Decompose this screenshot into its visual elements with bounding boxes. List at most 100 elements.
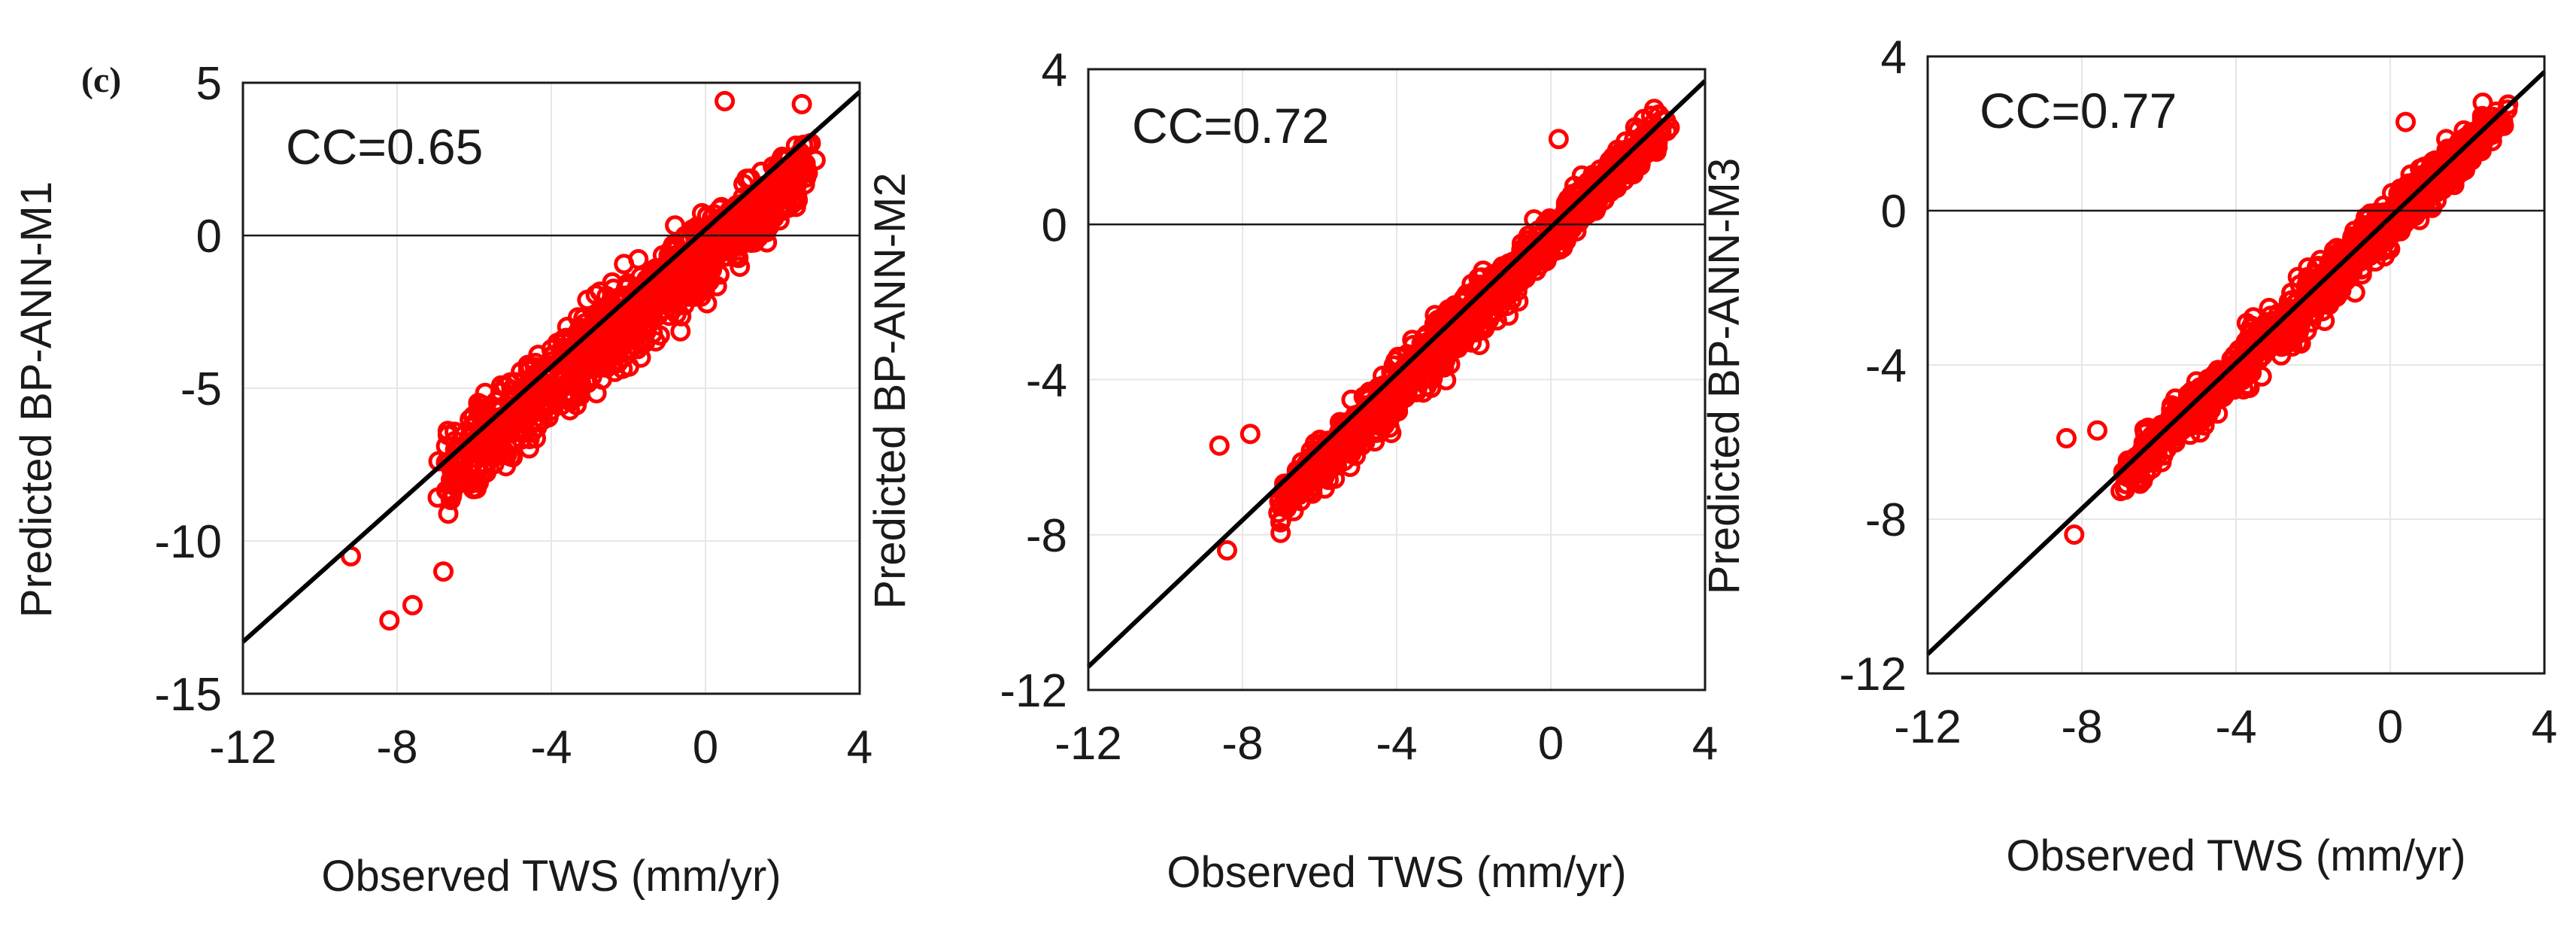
data-point <box>2344 282 2365 303</box>
data-point <box>1498 284 1519 305</box>
x-tick-label: -4 <box>530 722 572 773</box>
data-point <box>586 383 607 404</box>
data-point <box>2326 270 2347 291</box>
x-tick-label: 4 <box>1692 718 1718 770</box>
data-point <box>2206 387 2227 409</box>
x-tick-label: -8 <box>1221 718 1263 770</box>
data-point <box>637 289 658 310</box>
x-tick-label: -8 <box>2061 701 2102 753</box>
plot-frame <box>1926 55 2546 675</box>
data-point <box>2271 345 2292 366</box>
data-point <box>1564 175 1585 196</box>
data-point <box>2392 181 2413 202</box>
panel-label: (c) <box>81 60 121 100</box>
x-axis-label: Observed TWS (mm/yr) <box>2006 831 2465 880</box>
y-tick-label: 0 <box>1881 186 1907 238</box>
data-point <box>1546 240 1567 261</box>
data-point <box>2143 452 2164 473</box>
data-point <box>760 187 781 208</box>
data-point <box>1473 260 1494 281</box>
y-tick-label: -15 <box>154 669 222 721</box>
data-point <box>2470 120 2491 141</box>
scatter-panel-3: -12 -8 -4 0 4 -12 -8 -4 0 4 Observed TWS (mm/yr) Pr… <box>1700 32 2557 880</box>
data-point <box>791 93 812 114</box>
y-tick-label: -5 <box>181 363 222 415</box>
data-point <box>1340 443 1361 464</box>
data-point <box>2356 235 2377 255</box>
data-point <box>545 355 566 375</box>
data-point <box>2437 138 2458 160</box>
data-point <box>1360 387 1381 408</box>
data-point <box>2281 282 2302 303</box>
cc-annotation: CC=0.72 <box>1132 98 1329 153</box>
y-axis-label: Predicted BP-ANN-M1 <box>12 181 61 618</box>
x-tick-label: -12 <box>209 722 277 773</box>
data-point <box>694 279 715 300</box>
data-point <box>526 428 546 449</box>
data-point <box>517 397 539 418</box>
data-point <box>2375 231 2396 252</box>
data-point <box>608 333 630 354</box>
data-point <box>1239 424 1261 445</box>
data-point <box>2232 370 2253 391</box>
data-point <box>433 561 454 582</box>
data-point <box>2452 161 2473 182</box>
y-tick-label: -4 <box>1026 355 1067 407</box>
data-point <box>673 254 694 275</box>
data-point <box>1546 210 1567 231</box>
x-tick-label: 4 <box>847 722 872 773</box>
x-tick-label: 4 <box>2532 701 2557 753</box>
data-point <box>2304 290 2325 311</box>
data-point <box>2327 260 2348 281</box>
y-tick-label: 4 <box>1042 44 1067 96</box>
data-point <box>2250 330 2271 351</box>
y-tick-label: -8 <box>1026 510 1067 562</box>
data-point <box>624 301 645 322</box>
data-point <box>1282 489 1303 510</box>
data-point <box>1451 333 1472 354</box>
data-point <box>2405 184 2426 205</box>
data-point <box>1370 413 1391 434</box>
data-point <box>1387 388 1408 409</box>
data-point <box>672 266 693 287</box>
data-point <box>538 374 559 395</box>
data-point <box>560 400 581 421</box>
y-tick-label: 5 <box>196 58 222 110</box>
data-point <box>2143 426 2164 447</box>
x-tick-label: -12 <box>1894 701 1962 753</box>
data-point <box>2056 427 2077 448</box>
data-point <box>471 394 492 415</box>
data-point <box>730 257 751 277</box>
data-point <box>636 303 657 324</box>
data-point <box>732 214 753 234</box>
y-tick-label: -8 <box>1865 494 1907 546</box>
y-tick-label: -4 <box>1865 340 1907 392</box>
data-point <box>2064 524 2085 545</box>
data-point <box>2168 409 2189 430</box>
data-point <box>1573 204 1594 225</box>
data-point <box>1270 522 1291 543</box>
plot-frame <box>1087 68 1707 691</box>
data-point <box>2273 308 2294 329</box>
data-point <box>569 375 590 397</box>
data-point <box>2395 111 2416 132</box>
data-point <box>746 204 767 225</box>
data-point <box>1446 308 1467 330</box>
y-tick-label: 0 <box>196 211 222 263</box>
data-point <box>1479 309 1500 330</box>
data-point <box>2318 291 2339 312</box>
data-point <box>1587 186 1608 206</box>
x-axis-label: Observed TWS (mm/yr) <box>321 852 781 901</box>
data-point <box>2356 226 2377 248</box>
y-tick-label: -10 <box>154 516 222 568</box>
data-point <box>2087 420 2107 441</box>
data-point <box>402 594 423 615</box>
data-point <box>464 479 485 500</box>
x-tick-label: -12 <box>1054 718 1122 770</box>
data-point <box>379 610 400 631</box>
data-point <box>1388 401 1409 422</box>
data-point <box>2472 93 2493 113</box>
data-point <box>1291 474 1312 495</box>
y-tick-label: 0 <box>1042 199 1067 251</box>
